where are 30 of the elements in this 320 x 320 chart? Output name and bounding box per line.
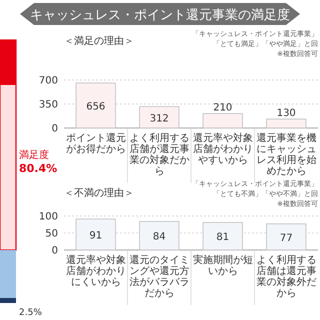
- text: 80.4%: [19, 162, 58, 175]
- chart-title: ＜満足の理由＞: [64, 35, 134, 47]
- text: 2.5%: [19, 308, 42, 318]
- y-tick-label: 0: [52, 124, 58, 134]
- data-label: 91: [89, 230, 102, 242]
- x-tick-label: 還元のタイミングや還元方法がバラバラだから: [129, 254, 190, 299]
- bar: [266, 118, 306, 128]
- chart-title: ＜不満の理由＞: [64, 187, 134, 199]
- x-tick-label: 実施期間が短いから: [192, 254, 253, 277]
- data-label: 210: [213, 102, 232, 114]
- y-tick-label: 100: [38, 212, 58, 222]
- x-tick-label: 還元率や対象店舗がわかりにくいから: [66, 254, 126, 288]
- data-label: 77: [280, 232, 293, 244]
- y-tick-label: 0: [52, 246, 58, 256]
- data-label: 84: [152, 232, 166, 243]
- text: 満足度: [19, 149, 49, 161]
- y-tick-label: 700: [38, 76, 58, 86]
- data-label: 81: [216, 232, 230, 244]
- data-label: 312: [150, 113, 169, 124]
- x-tick-label: よく利用する店舗は還元事業の対象外だから: [256, 254, 316, 299]
- x-tick-label: 還元事業を機にキャッシュレス利用を始めたから: [256, 132, 316, 177]
- data-label: 130: [276, 108, 296, 120]
- y-tick-label: 350: [38, 100, 58, 110]
- bar: [202, 113, 243, 128]
- x-tick-label: ポイント還元がお得だから: [66, 132, 126, 155]
- y-tick-label: 50: [45, 228, 58, 240]
- x-tick-label: よく利用する店舗が還元事業の対象だから: [129, 132, 190, 177]
- data-label: 656: [86, 102, 106, 113]
- x-tick-label: 還元率や対象店舗がわかりやすいから: [192, 132, 253, 166]
- text: キャッシュレス・ポイント還元事業の満足度: [30, 7, 290, 23]
